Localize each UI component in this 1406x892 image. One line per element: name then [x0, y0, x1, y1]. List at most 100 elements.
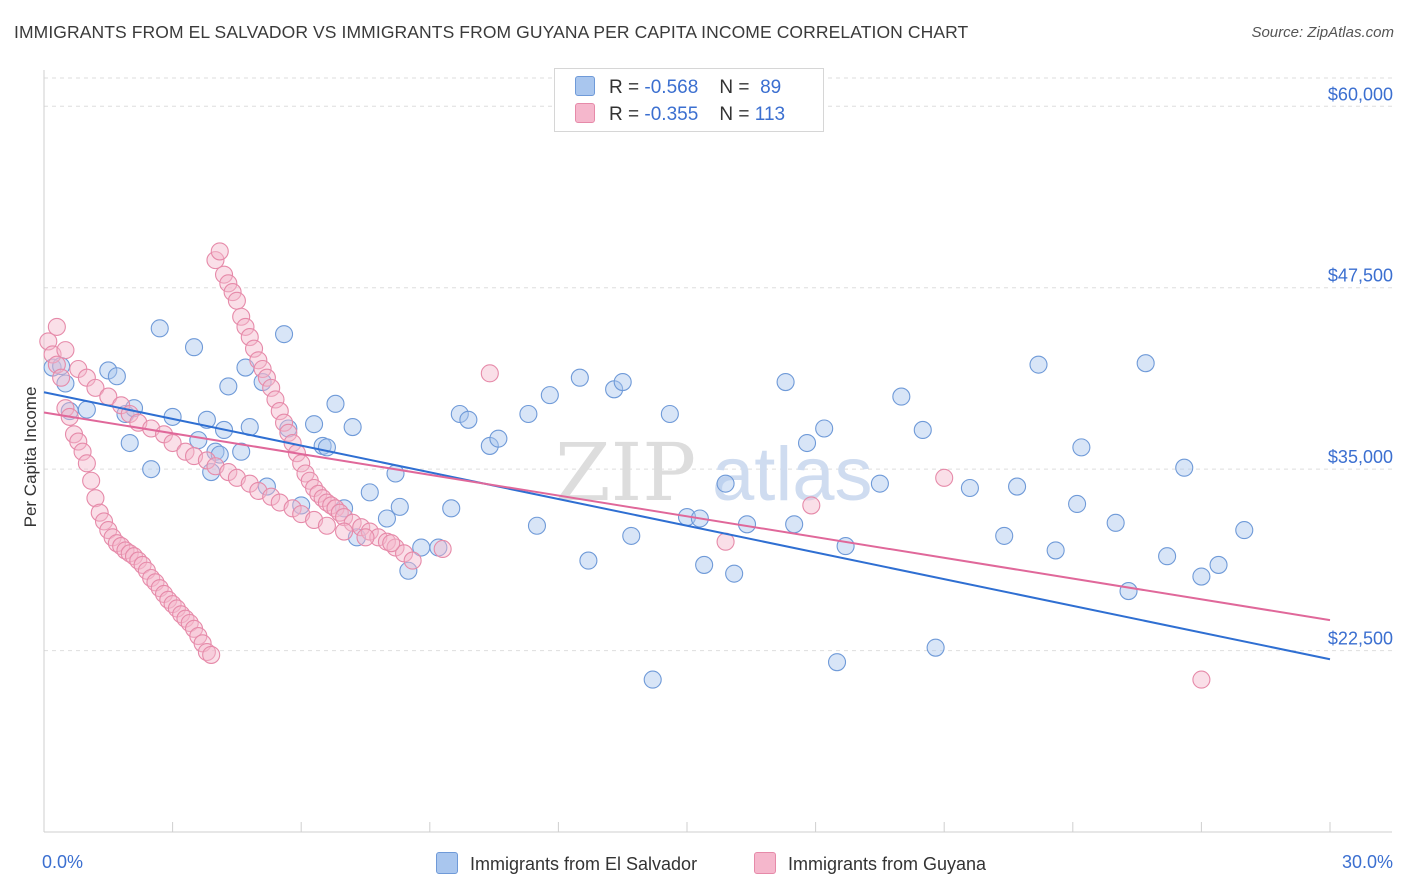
el-salvador-point	[1119, 582, 1138, 601]
el-salvador-point	[527, 516, 547, 535]
guyana-point	[1192, 670, 1211, 689]
el-salvador-swatch	[575, 76, 595, 96]
el-salvador-point	[317, 438, 336, 457]
el-salvador-point	[785, 515, 804, 534]
el-salvador-point	[776, 373, 795, 392]
el-salvador-point	[360, 483, 379, 502]
correlation-legend: R = -0.568 N = 89 R = -0.355 N = 113	[554, 68, 824, 132]
el-salvador-legend-label: Immigrants from El Salvador	[470, 854, 698, 874]
legend-row-guyana: R = -0.355 N = 113	[575, 103, 785, 127]
el-salvador-point	[570, 368, 589, 387]
el-salvador-point	[1158, 547, 1177, 566]
el-salvador-point	[120, 433, 139, 453]
guyana-point	[69, 432, 88, 451]
el-salvador-point	[275, 325, 294, 344]
guyana-swatch	[575, 103, 595, 123]
r-label: R =	[609, 77, 640, 98]
el-salvador-point	[197, 410, 216, 429]
el-salvador-point	[1008, 477, 1027, 496]
guyana-point	[202, 645, 221, 664]
el-salvador-point	[540, 386, 559, 405]
guyana-point	[219, 274, 238, 293]
y-tick-label: $47,500	[1328, 266, 1393, 286]
guyana-n-value: 113	[754, 104, 786, 125]
el-salvador-point	[257, 477, 276, 496]
guyana-point	[90, 503, 109, 522]
el-salvador-point	[1175, 458, 1194, 477]
el-salvador-point	[1029, 355, 1048, 374]
el-salvador-point	[725, 564, 744, 583]
el-salvador-point	[892, 387, 911, 406]
el-salvador-point	[142, 460, 161, 479]
guyana-point	[352, 518, 371, 537]
el-salvador-point	[1192, 567, 1211, 586]
n-label: N =	[719, 104, 750, 125]
el-salvador-point	[797, 433, 817, 453]
y-tick-label: $60,000	[1328, 84, 1393, 104]
bottom-legend-guyana: Immigrants from Guyana	[754, 852, 986, 875]
guyana-point	[253, 359, 272, 379]
guyana-point	[240, 328, 259, 347]
guyana-point	[403, 551, 422, 570]
el-salvador-point	[960, 478, 979, 498]
guyana-point	[73, 442, 92, 461]
guyana-point	[802, 496, 821, 515]
guyana-point	[249, 351, 268, 370]
guyana-trend-line	[43, 411, 1331, 622]
guyana-point	[86, 378, 105, 397]
el-salvador-point	[926, 638, 945, 657]
watermark-zip: ZIP	[555, 426, 696, 519]
tick-labels: $22,500 $35,000 $47,500 $60,000 0.0% 30.0%	[42, 84, 1393, 872]
el-salvador-point	[489, 429, 508, 448]
el-salvador-point	[695, 555, 714, 574]
guyana-point	[210, 242, 229, 261]
el-salvador-point	[1136, 354, 1155, 373]
x-tick-label: 0.0%	[42, 852, 83, 872]
guyana-point	[262, 378, 281, 397]
guyana-point	[176, 442, 195, 461]
el-salvador-point	[827, 653, 847, 672]
guyana-legend-label: Immigrants from Guyana	[788, 854, 987, 874]
r-label: R =	[609, 104, 640, 125]
guyana-point	[206, 251, 225, 270]
el-salvador-point	[870, 474, 889, 493]
el-salvador-point	[643, 670, 662, 689]
el-salvador-point	[305, 415, 324, 434]
guyana-r-value: -0.355	[644, 104, 699, 125]
el-salvador-point	[716, 474, 735, 493]
el-salvador-point	[184, 338, 204, 357]
guyana-point	[266, 390, 285, 409]
el-salvador-r-value: -0.568	[644, 77, 699, 98]
guyana-point	[335, 522, 354, 541]
el-salvador-point	[660, 404, 679, 424]
el-salvador-point	[442, 499, 461, 518]
el-salvador-point	[459, 410, 478, 429]
guyana-point	[244, 339, 264, 358]
el-salvador-point	[1068, 494, 1087, 514]
guyana-point	[382, 534, 401, 553]
guyana-point	[317, 516, 336, 535]
el-salvador-n-value: 89	[760, 77, 782, 98]
el-salvador-point	[613, 373, 632, 392]
guyana-point	[935, 468, 954, 487]
guyana-point	[94, 512, 114, 531]
guyana-point	[356, 528, 375, 547]
guyana-point	[275, 413, 294, 432]
guyana-point	[163, 433, 182, 453]
guyana-point	[47, 317, 66, 336]
y-axis-label: Per Capita Income	[21, 387, 40, 528]
guyana-point	[52, 368, 71, 387]
el-salvador-point	[232, 442, 251, 461]
el-salvador-point	[1072, 438, 1091, 457]
guyana-point	[480, 364, 499, 383]
el-salvador-point	[519, 404, 538, 424]
el-salvador-point	[1235, 521, 1254, 540]
el-salvador-point	[815, 419, 834, 438]
guyana-point	[56, 341, 75, 360]
guyana-point	[86, 489, 105, 508]
guyana-point	[227, 291, 246, 310]
el-salvador-point	[390, 497, 409, 516]
el-salvador-point	[913, 420, 932, 440]
el-salvador-point	[377, 509, 396, 528]
